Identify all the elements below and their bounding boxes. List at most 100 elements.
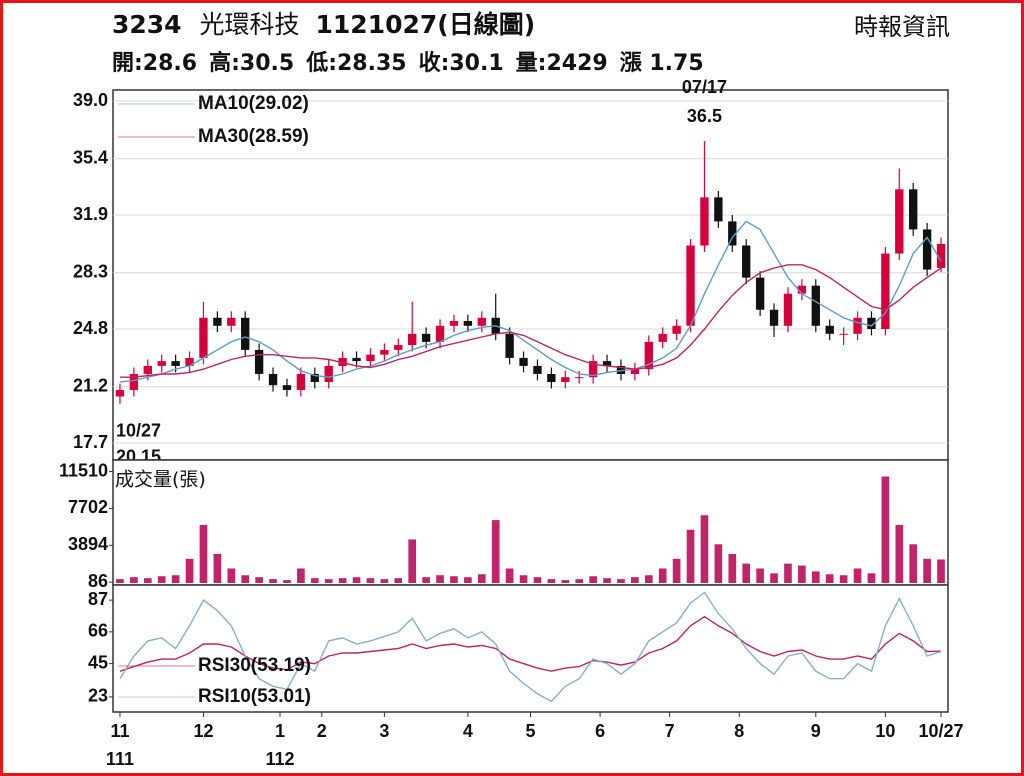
candle-body	[825, 325, 834, 334]
candle-body	[463, 320, 473, 326]
volume-bar	[394, 578, 403, 583]
volume-bar	[464, 577, 472, 583]
candle-body	[338, 357, 347, 366]
volume-bar	[171, 575, 180, 583]
x-tick-label: 9	[811, 721, 821, 741]
candle-body	[644, 341, 653, 370]
x-tick-label: 2	[317, 721, 327, 741]
x-tick-label: 7	[665, 721, 675, 741]
candle-body	[602, 361, 612, 366]
y-tick-label: 39.0	[73, 90, 108, 110]
volume-bar	[672, 558, 681, 583]
volume-bar	[895, 524, 904, 583]
volume-bar	[422, 577, 430, 583]
candle-body	[658, 333, 667, 342]
x-tick-label: 5	[525, 721, 535, 741]
x-tick-label: 12	[193, 721, 213, 741]
y-tick-label: 23	[88, 686, 108, 706]
volume-bar	[853, 568, 862, 583]
candle-body	[366, 354, 375, 362]
candle-body	[199, 317, 208, 358]
volume-bar	[116, 579, 124, 583]
volume-bar	[798, 565, 806, 583]
volume-bar	[310, 578, 319, 583]
low-note-date: 10/27	[116, 420, 161, 440]
x-tick-label: 10/27	[919, 721, 964, 741]
candle-body	[630, 369, 640, 374]
y-tick-label: 45	[88, 652, 108, 672]
y-tick-label: 17.7	[73, 432, 108, 452]
y-tick-label: 21.2	[73, 376, 108, 396]
volume-bar	[241, 575, 250, 583]
volume-bar	[477, 574, 486, 583]
volume-bar	[227, 568, 236, 583]
stock-code: 3234	[112, 10, 182, 39]
candle-body	[477, 317, 486, 326]
source: 時報資訊	[854, 13, 950, 41]
volume-bar	[658, 568, 667, 583]
stat: 收:30.1	[419, 50, 504, 76]
y-tick-label: 28.3	[73, 262, 108, 282]
candle-body	[867, 317, 876, 329]
candle-body	[213, 317, 222, 326]
volume-bar	[450, 576, 458, 583]
series-line	[120, 264, 942, 378]
candle-body	[268, 373, 278, 386]
x-tick-label: 6	[595, 721, 605, 741]
candle-body	[282, 385, 292, 391]
candle-body	[310, 373, 319, 382]
x-tick-label: 10	[875, 721, 895, 741]
candle-body	[936, 243, 946, 268]
y-tick-label: 7702	[68, 497, 108, 517]
candle-body	[157, 361, 166, 366]
candle-body	[352, 357, 361, 362]
volume-bar	[408, 539, 417, 583]
candle-body	[380, 349, 389, 355]
volume-bar	[617, 579, 625, 583]
y-tick-label: 31.9	[73, 204, 108, 224]
candle-body	[561, 377, 570, 382]
volume-bar	[491, 520, 500, 583]
volume-bar	[770, 573, 778, 583]
stat: 量:2429	[516, 51, 608, 76]
volume-bar	[686, 529, 695, 583]
candle-body	[296, 373, 306, 391]
candle-body	[241, 317, 250, 350]
volume-bar	[937, 559, 945, 583]
volume-bar	[185, 558, 194, 583]
volume-bar	[436, 575, 444, 583]
high-note-value: 36.5	[687, 106, 722, 126]
chart-date: 1121027(日線圖)	[316, 10, 536, 39]
volume-bar	[547, 579, 556, 583]
x-tick-label: 4	[463, 721, 473, 741]
volume-bar	[881, 476, 890, 583]
volume-bar	[575, 579, 584, 583]
candle-body	[700, 197, 709, 246]
y-tick-label: 24.8	[73, 318, 108, 338]
candle-body	[588, 361, 598, 378]
volume-bar	[825, 574, 834, 583]
candle-body	[909, 189, 918, 230]
volume-bar	[839, 575, 848, 583]
volume-bar	[366, 578, 375, 583]
candle-body	[783, 293, 793, 326]
volume-bar	[157, 576, 166, 583]
volume-bar	[338, 578, 347, 583]
candle-body	[324, 365, 333, 382]
candle-body	[895, 189, 904, 254]
volume-bar	[784, 563, 792, 583]
candle-body	[171, 361, 180, 366]
volume-bar	[631, 577, 639, 583]
x-tick-label: 3	[379, 721, 389, 741]
panel	[112, 89, 949, 461]
volume-bar	[867, 573, 876, 583]
x-tick-label: 8	[734, 721, 744, 741]
y-tick-label: 35.4	[73, 148, 108, 168]
volume-bar	[269, 579, 277, 583]
candle-body	[435, 325, 445, 342]
legend-label: MA30(28.59)	[198, 126, 309, 147]
candle-body	[421, 333, 431, 342]
x-tick-label: 1	[275, 721, 285, 741]
stat: 開:28.6	[112, 51, 197, 76]
